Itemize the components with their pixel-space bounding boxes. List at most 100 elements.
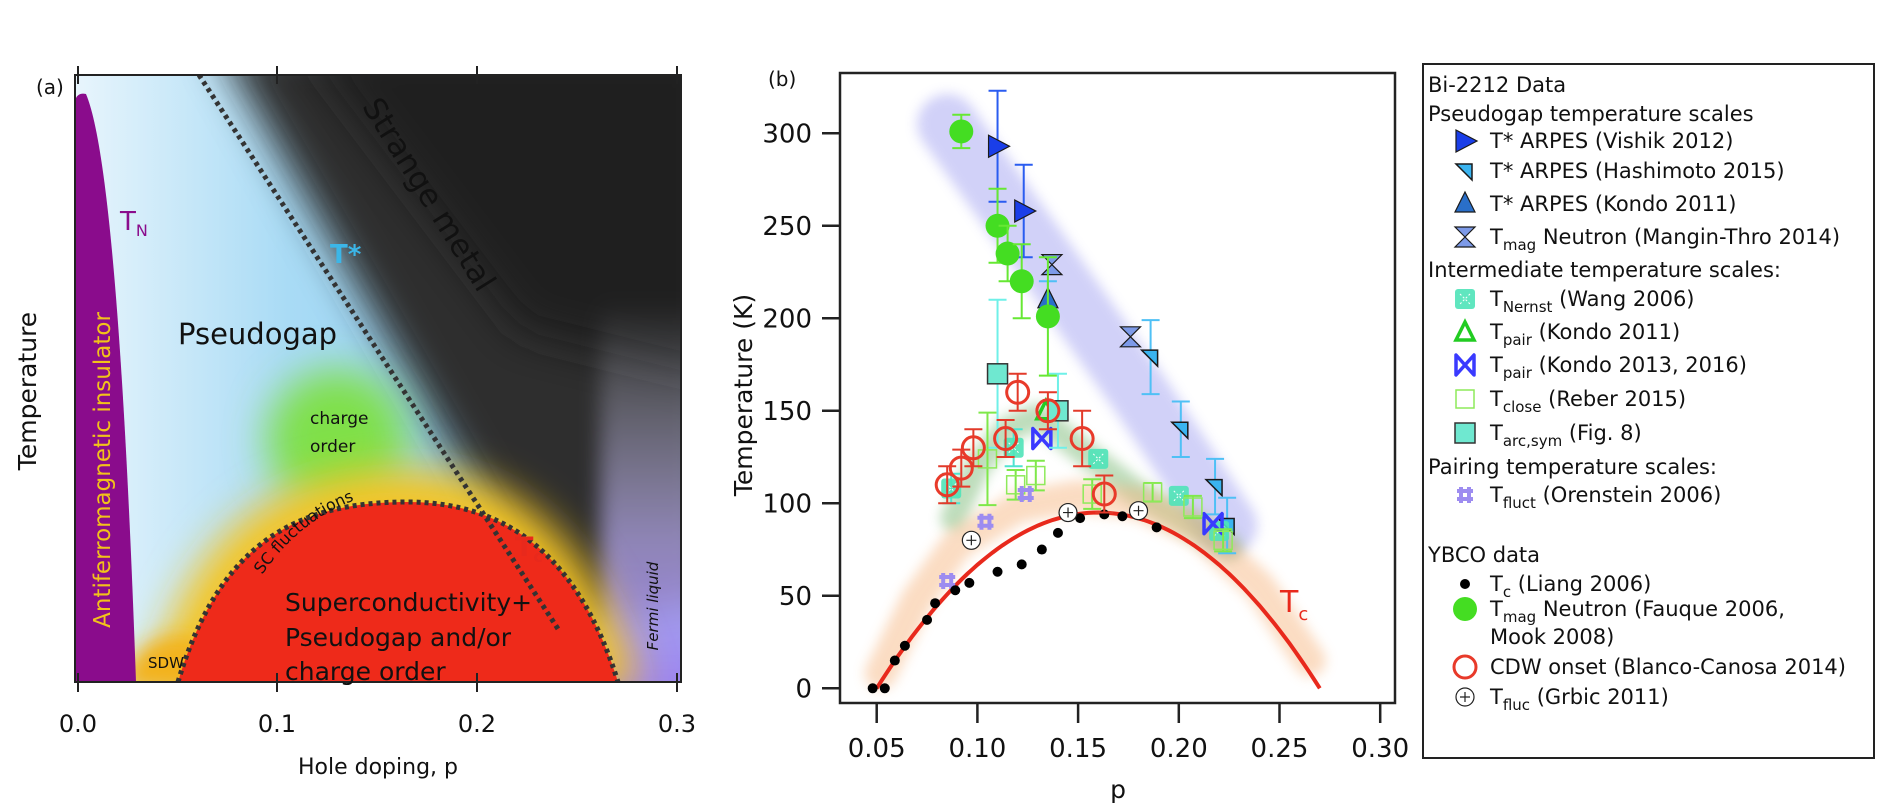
legend-text-subscript: pair: [1502, 364, 1532, 382]
data-point: [986, 298, 1009, 449]
x-tick-label: 0.25: [1251, 734, 1309, 764]
legend-text-rest: (Liang 2006): [1511, 572, 1652, 596]
dot-marker: [1117, 511, 1128, 522]
legend-marker-icon: [1453, 226, 1477, 248]
panel-b-label: (b): [768, 67, 796, 91]
y-tick-label: 250: [762, 212, 812, 242]
error-bar: [1183, 494, 1202, 520]
dot-marker: [922, 614, 933, 625]
phase-diagram-panel-a: (a) 0.0 0.1 0.2 0.3 Hole doping, p Tempe…: [13, 66, 696, 780]
legend-text-subscript: close: [1502, 398, 1542, 416]
sc-label-line-1: Superconductivity+: [285, 588, 532, 617]
filled-square-marker: [986, 363, 1009, 385]
series-nernst: [941, 428, 1230, 542]
error-bar: [1214, 528, 1233, 553]
cross-marker: [977, 513, 994, 530]
legend-text-rest: (Reber 2015): [1541, 387, 1687, 411]
nernst-square-marker: [1455, 289, 1475, 309]
data-point: [964, 577, 975, 588]
legend-item-text: Tpair (Kondo 2011): [1490, 320, 1680, 352]
series-cdw: [934, 372, 1117, 514]
series-tfluct: [939, 486, 1034, 589]
filled-circle-marker: [949, 119, 974, 144]
legend-text-subscript: arc,sym: [1502, 432, 1563, 450]
dot-marker: [1036, 544, 1047, 555]
data-point: [867, 683, 878, 694]
data-point: [899, 640, 910, 651]
dot-marker: [930, 598, 941, 609]
corner-triangle-marker: [1454, 163, 1473, 182]
legend-text-subscript: fluct: [1502, 494, 1536, 512]
panel-a-xtick: 0.3: [658, 710, 696, 738]
cross-marker: [939, 573, 956, 589]
data-point: [1036, 544, 1047, 555]
data-point: [889, 655, 900, 666]
y-tick-label: 300: [762, 119, 812, 149]
data-point: [977, 411, 998, 507]
legend-marker-icon: [1454, 163, 1473, 182]
filled-circle-marker: [1009, 269, 1034, 294]
legend-text-main: T: [1490, 287, 1503, 311]
legend-text-rest: (Orenstein 2006): [1535, 483, 1722, 507]
x-tick-label: 0.10: [948, 734, 1006, 764]
fermi-liquid-region: [600, 300, 681, 682]
x-tick-label: 0.15: [1049, 734, 1107, 764]
filled-circle-marker: [995, 241, 1020, 266]
legend-text-main: T: [1490, 320, 1503, 344]
data-point: [1075, 513, 1086, 524]
data-point: [1117, 511, 1128, 522]
dot-marker: [889, 655, 900, 666]
data-point: [939, 573, 956, 589]
sdw-label: SDW: [148, 654, 184, 672]
legend-item-text: Mook 2008): [1490, 625, 1615, 649]
open-circle-marker: [993, 426, 1019, 452]
data-point: [1202, 511, 1224, 536]
panel-a-label: (a): [36, 75, 64, 99]
legend: Bi-2212 Data Pseudogap temperature scales…: [1422, 63, 1875, 759]
legend-text-subscript: c: [1502, 583, 1512, 601]
fermi-liquid-label: Fermi liquid: [644, 561, 662, 650]
dot-marker: [1052, 527, 1063, 538]
error-bar: [978, 411, 997, 507]
pseudogap-label: Pseudogap: [178, 317, 337, 351]
circle-plus-detail: [966, 535, 977, 546]
legend-text-rest: Neutron (Mangin-Thro 2014): [1536, 225, 1841, 249]
tc-label-a-main: T: [515, 532, 534, 563]
legend-item-text: Tmag Neutron (Mangin-Thro 2014): [1490, 225, 1840, 257]
open-circle-marker: [1035, 398, 1061, 424]
legend-marker-icon: [1455, 129, 1479, 153]
right-triangle-marker: [987, 134, 1011, 159]
open-circle-marker: [948, 455, 974, 481]
legend-marker-icon: [1453, 318, 1477, 342]
legend-heading: YBCO data: [1428, 543, 1541, 567]
data-point: [977, 513, 994, 530]
open-circle-marker: [934, 472, 960, 498]
bowtie-marker: [1202, 511, 1224, 536]
nernst-square-marker: [1088, 448, 1109, 469]
error-bar: [1008, 372, 1027, 412]
dot-marker: [964, 577, 975, 588]
legend-text-main: T: [1490, 572, 1503, 596]
legend-heading: Bi-2212 Data: [1428, 73, 1567, 97]
legend-text-main: T: [1490, 353, 1503, 377]
data-point: [1119, 326, 1142, 348]
data-point: [1069, 409, 1095, 468]
legend-item-text: Tmag Neutron (Fauque 2006,: [1490, 597, 1785, 629]
panel-a-xtick: 0.0: [59, 710, 97, 738]
data-point: [1204, 457, 1225, 516]
data-point: [950, 585, 961, 596]
dot-marker: [1151, 522, 1162, 533]
panel-a-frame: [74, 74, 682, 683]
bowtie-marker: [1454, 353, 1476, 377]
open-circle-marker: [1452, 654, 1478, 680]
legend-item-text: TNernst (Wang 2006): [1490, 287, 1695, 319]
legend-marker-icon: [1457, 487, 1473, 503]
legend-text-subscript: fluc: [1502, 696, 1531, 714]
legend-text-rest: (Fig. 8): [1562, 421, 1642, 445]
data-point: [1183, 494, 1203, 520]
hourglass-marker: [1119, 326, 1142, 348]
data-point: [1088, 448, 1109, 469]
data-point: [949, 113, 974, 150]
legend-text-main: T: [1490, 225, 1503, 249]
error-bar: [1026, 459, 1045, 492]
